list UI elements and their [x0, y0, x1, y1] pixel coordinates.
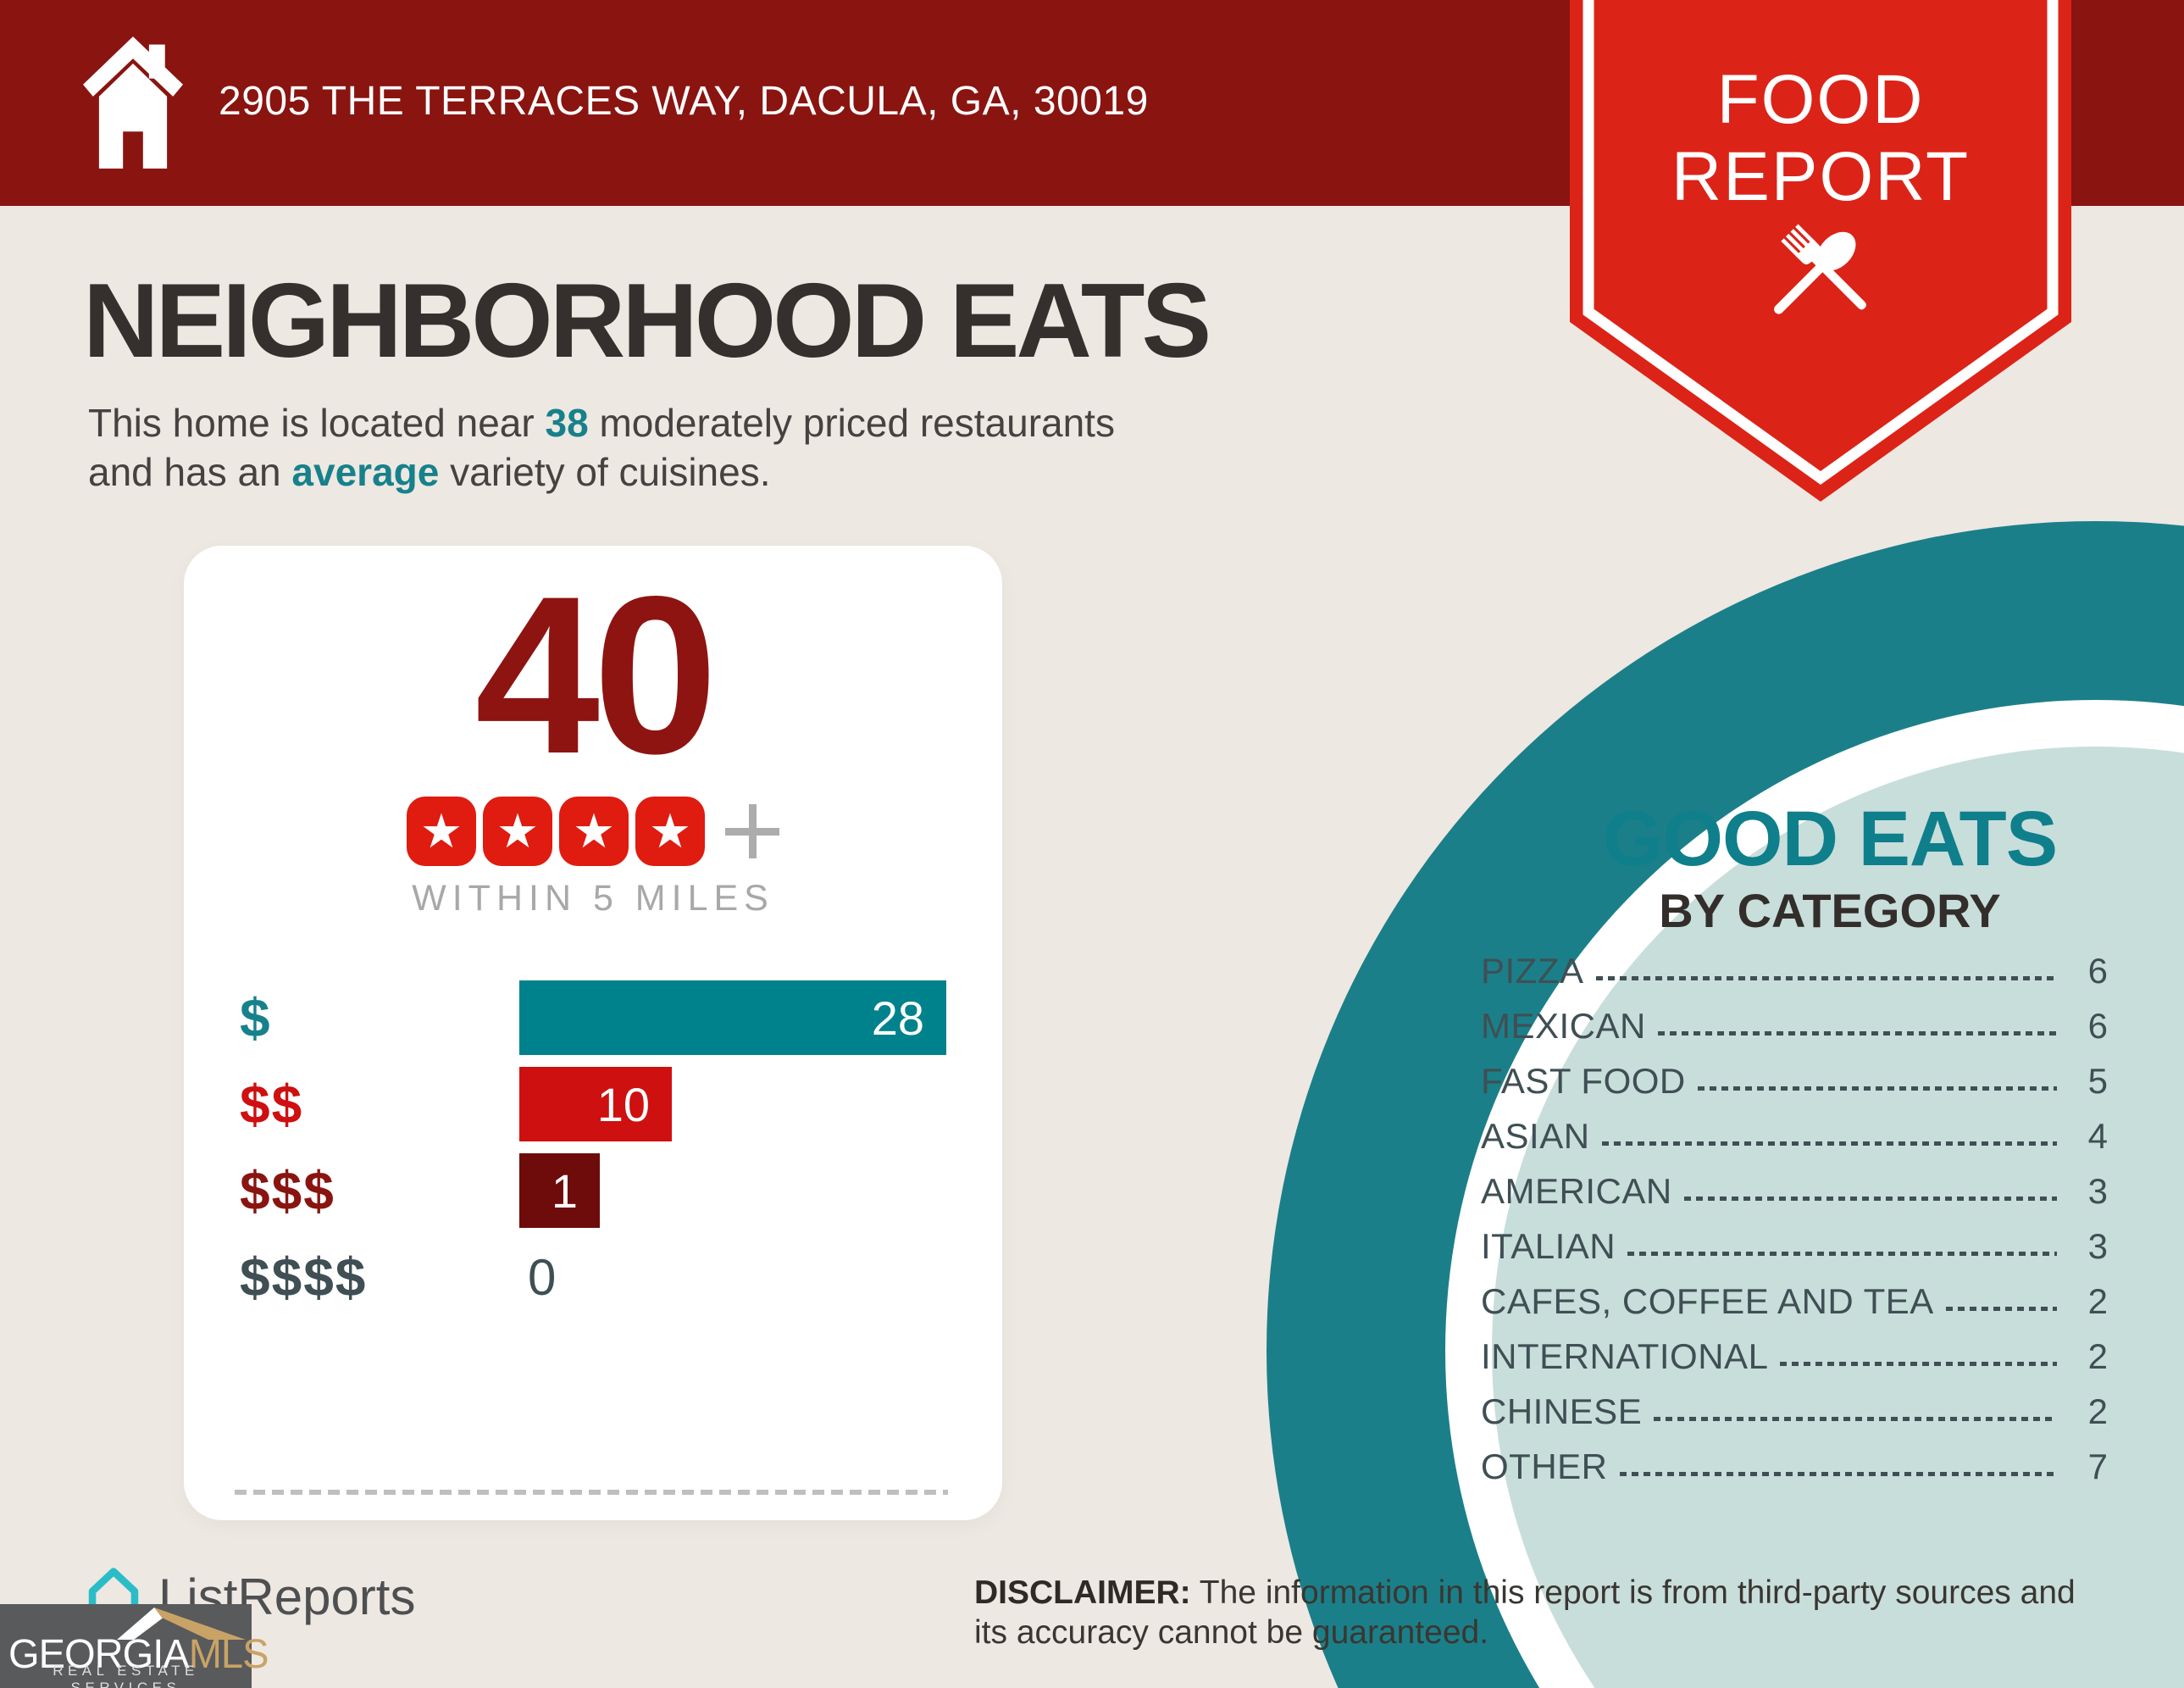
- food-report-badge: FOOD REPORT: [1570, 0, 2071, 502]
- dotted-leader: [1697, 1086, 2057, 1091]
- restaurant-count: 40: [474, 550, 718, 801]
- category-label: PIZZA: [1481, 951, 1584, 991]
- dotted-leader: [1619, 1472, 2057, 1476]
- price-bar-value: 1: [551, 1163, 578, 1218]
- price-level-label: $$$: [240, 1160, 335, 1221]
- subtitle-text: This home is located near: [88, 401, 546, 445]
- star-icon: ★: [483, 797, 552, 866]
- price-row: $$$$ 0: [240, 1240, 948, 1314]
- category-row: MEXICAN 6: [1481, 1006, 2108, 1046]
- dotted-leader: [1683, 1197, 2057, 1201]
- mls-wordmark-mls: MLS: [188, 1632, 269, 1677]
- category-label: CAFES, COFFEE AND TEA: [1481, 1281, 1934, 1321]
- category-row: ASIAN 4: [1481, 1116, 2108, 1156]
- category-label: INTERNATIONAL: [1481, 1336, 1769, 1376]
- category-label: MEXICAN: [1481, 1006, 1646, 1046]
- price-level-label: $$$$: [240, 1247, 368, 1308]
- category-value: 6: [2087, 951, 2108, 991]
- badge-title-line2: REPORT: [1671, 138, 1971, 215]
- dashed-divider: [235, 1490, 948, 1495]
- category-value: 3: [2087, 1171, 2108, 1211]
- page-subtitle: This home is located near 38 moderately …: [88, 398, 1172, 497]
- price-bar: 1: [519, 1153, 600, 1228]
- category-label: ASIAN: [1481, 1116, 1590, 1156]
- category-row: PIZZA 6: [1481, 951, 2108, 991]
- category-row: OTHER 7: [1481, 1446, 2108, 1486]
- restaurant-stats-card: 40 ★ ★ ★ ★ WITHIN 5 MILES $28 $$ 10 $$$ 1 $$$$ 0: [184, 546, 1002, 1520]
- price-bar-value: 0: [528, 1248, 557, 1306]
- category-row: AMERICAN 3: [1481, 1171, 2108, 1211]
- badge-title-line1: FOOD: [1716, 61, 1925, 138]
- price-level-label: $$: [240, 1074, 304, 1135]
- property-address: 2905 THE TERRACES WAY, DACULA, GA, 30019: [219, 79, 1149, 124]
- radius-label: WITHIN 5 MILES: [412, 878, 774, 919]
- category-label: AMERICAN: [1481, 1171, 1672, 1211]
- price-bar-chart: $28 $$ 10 $$$ 1 $$$$ 0: [240, 980, 948, 1326]
- home-icon: [83, 36, 183, 169]
- subtitle-text: moderately priced restaurants and has an: [88, 401, 1115, 494]
- page-title: NEIGHBORHOOD EATS: [83, 263, 1211, 380]
- category-value: 3: [2087, 1226, 2108, 1266]
- category-value: 6: [2087, 1006, 2108, 1046]
- star-icon: ★: [407, 797, 476, 866]
- category-label: ITALIAN: [1481, 1226, 1616, 1266]
- dotted-leader: [1657, 1031, 2057, 1036]
- star-icon: ★: [635, 797, 705, 866]
- category-row: FAST FOOD 5: [1481, 1061, 2108, 1101]
- category-label: FAST FOOD: [1481, 1061, 1686, 1101]
- dotted-leader: [1595, 976, 2057, 980]
- badge-title: FOOD REPORT: [1570, 61, 2071, 215]
- price-row: $28: [240, 980, 948, 1055]
- category-row: INTERNATIONAL 2: [1481, 1336, 2108, 1376]
- category-row: ITALIAN 3: [1481, 1226, 2108, 1266]
- price-row: $$$ 1: [240, 1153, 948, 1228]
- price-bar: 28: [519, 980, 946, 1055]
- category-value: 2: [2087, 1391, 2108, 1431]
- price-bar: 10: [519, 1067, 672, 1141]
- star-rating: ★ ★ ★ ★: [184, 795, 1002, 868]
- category-value: 4: [2087, 1116, 2108, 1156]
- disclaimer-label: DISCLAIMER:: [974, 1574, 1191, 1611]
- dotted-leader: [1654, 1417, 2057, 1421]
- category-value: 5: [2087, 1061, 2108, 1101]
- category-row: CAFES, COFFEE AND TEA 2: [1481, 1281, 2108, 1321]
- dotted-leader: [1627, 1252, 2057, 1256]
- price-level-label: $: [240, 987, 272, 1048]
- good-eats-subtitle: BY CATEGORY: [1659, 884, 2001, 937]
- dotted-leader: [1780, 1362, 2057, 1366]
- category-label: CHINESE: [1481, 1391, 1643, 1431]
- mls-tagline: REAL ESTATE SERVICES: [53, 1663, 199, 1688]
- category-list: PIZZA 6 MEXICAN 6 FAST FOOD 5 ASIAN 4 AMERICAN 3 I…: [1481, 951, 2108, 1502]
- disclaimer: DISCLAIMER: The information in this repo…: [974, 1573, 2114, 1652]
- category-value: 7: [2087, 1446, 2108, 1486]
- variety-highlight: average: [291, 450, 440, 494]
- mls-roof-icon: [117, 1607, 246, 1640]
- mls-wordmark: GEORGIAMLS: [8, 1631, 269, 1678]
- price-bar-value: 10: [596, 1077, 650, 1131]
- mls-wordmark-georgia: GEORGIA: [8, 1632, 190, 1677]
- restaurant-count-highlight: 38: [545, 401, 589, 445]
- disclaimer-text: The information in this report is from t…: [974, 1574, 2076, 1651]
- category-row: CHINESE 2: [1481, 1391, 2108, 1431]
- dotted-leader: [1945, 1307, 2057, 1311]
- good-eats-title: GOOD EATS: [1602, 796, 2058, 882]
- category-label: OTHER: [1481, 1446, 1608, 1486]
- star-icon: ★: [559, 797, 629, 866]
- category-value: 2: [2087, 1281, 2108, 1321]
- subtitle-text: variety of cuisines.: [439, 450, 771, 494]
- plus-icon: [725, 804, 779, 858]
- price-bar-value: 28: [871, 991, 924, 1045]
- georgia-mls-logo: GEORGIAMLS REAL ESTATE SERVICES: [0, 1604, 269, 1688]
- dotted-leader: [1601, 1141, 2057, 1146]
- price-row: $$ 10: [240, 1067, 948, 1141]
- category-value: 2: [2087, 1336, 2108, 1376]
- spoon-fork-icon: [1774, 224, 1866, 314]
